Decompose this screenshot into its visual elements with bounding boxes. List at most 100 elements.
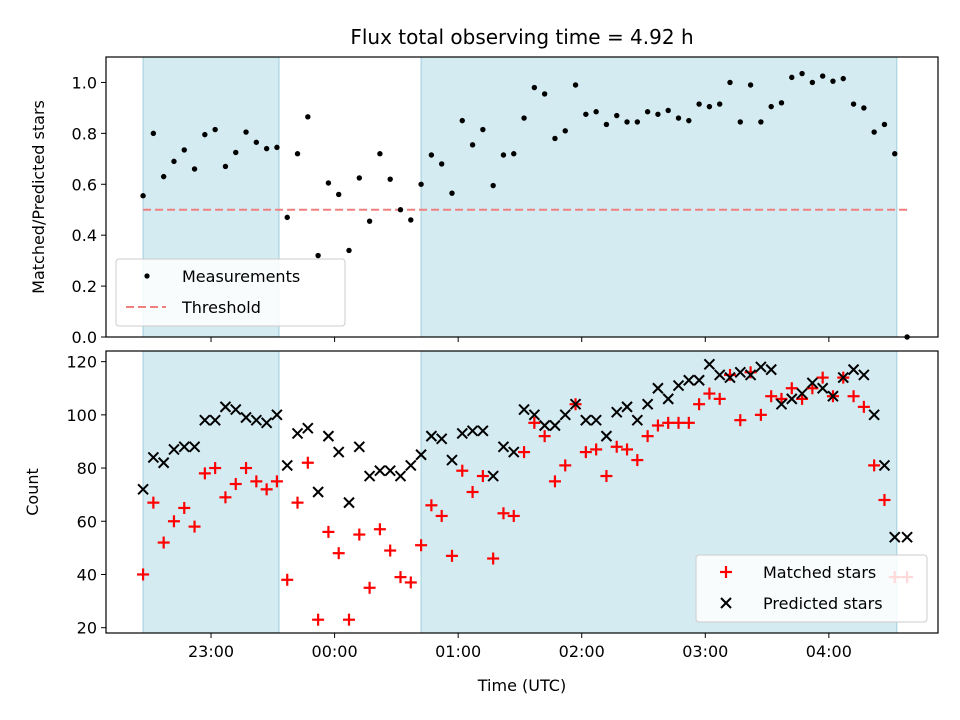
predicted-star-b — [435, 433, 448, 445]
predicted-star-b — [600, 430, 613, 442]
predicted-star-b — [901, 531, 913, 543]
bottom-legend: Matched stars Predicted stars — [695, 554, 928, 623]
predicted-star-b — [168, 443, 180, 456]
predicted-star-point — [178, 441, 190, 453]
predicted-star-b — [333, 446, 345, 458]
predicted-star-b — [394, 470, 407, 482]
predicted-star-point — [405, 459, 417, 472]
predicted-star-b — [415, 449, 427, 461]
measurement-point — [397, 207, 404, 213]
predicted-star-point — [538, 419, 551, 432]
shaded-interval — [420, 56, 898, 338]
y-tick-label: 0.0 — [72, 328, 97, 347]
predicted-star-b — [271, 409, 283, 421]
predicted-star-b — [538, 419, 551, 432]
predicted-star-b — [312, 486, 324, 498]
measurement-point — [336, 191, 342, 198]
matched-star-point — [662, 416, 675, 429]
predicted-star-point — [415, 449, 427, 461]
predicted-star-b — [353, 441, 366, 453]
measurement-point — [181, 147, 187, 153]
matched-star-point — [528, 416, 541, 429]
legend-label-predicted: Predicted stars — [763, 594, 883, 613]
y-tick-label: 0.8 — [72, 124, 97, 143]
predicted-star-point — [456, 427, 468, 440]
measurement-point — [614, 112, 620, 119]
predicted-star-b — [219, 401, 232, 413]
x-axis-label: Time (UTC) — [477, 676, 566, 695]
predicted-star-b — [374, 465, 386, 477]
measurement-point — [274, 144, 280, 151]
matched-star-point — [487, 552, 500, 565]
measurement-point — [809, 79, 816, 86]
predicted-star-b — [611, 406, 623, 418]
matched-star-point — [394, 571, 407, 584]
predicted-star-point — [847, 363, 860, 376]
measurement-point — [315, 252, 321, 259]
matched-star-point — [157, 536, 170, 549]
predicted-star-point — [157, 457, 170, 469]
measurement-point — [624, 119, 630, 125]
predicted-star-b — [889, 531, 901, 543]
matched-star-point — [785, 382, 798, 395]
predicted-star-point — [652, 382, 664, 394]
matched-star-point — [198, 467, 211, 480]
top-panel: 0.0 0.2 0.4 0.6 0.8 1.0 Matched/Predicted sta… — [29, 56, 939, 347]
measurement-point — [747, 82, 754, 88]
measurement-point — [490, 182, 496, 189]
predicted-star-point — [137, 483, 149, 496]
matched-star-point — [137, 568, 150, 581]
measurement-point — [737, 119, 743, 125]
measurement-point — [294, 151, 301, 157]
matched-star-point — [754, 408, 767, 421]
legend-marker-measurements — [144, 273, 150, 279]
predicted-star-b — [631, 414, 644, 426]
measurement-point — [377, 151, 383, 157]
shaded-interval — [142, 350, 280, 634]
measurement-point — [171, 158, 177, 165]
predicted-star-b — [446, 454, 458, 466]
predicted-star-point — [363, 470, 376, 482]
measurement-point — [789, 74, 795, 81]
predicted-star-b — [477, 425, 489, 437]
bottom-panel: 20 40 60 80 100 120 23:00 00:00 01:00 02:00 03:00… — [23, 350, 939, 695]
matched-star-point — [250, 475, 263, 488]
predicted-star-b — [878, 459, 891, 472]
predicted-star-b — [230, 403, 242, 416]
predicted-star-b — [755, 361, 767, 373]
measurement-point — [552, 135, 558, 142]
measurement-point — [840, 75, 846, 82]
predicted-star-point — [281, 459, 293, 472]
top-legend-box — [115, 258, 346, 327]
predicted-star-point — [827, 390, 839, 402]
matched-star-point — [476, 470, 489, 483]
measurement-point — [541, 91, 548, 97]
predicted-star-point — [868, 409, 880, 421]
predicted-star-point — [631, 414, 644, 426]
legend-marker-matched — [720, 566, 732, 578]
predicted-star-point — [744, 369, 757, 381]
predicted-star-b — [178, 441, 190, 453]
measurement-point — [665, 107, 671, 114]
predicted-star-point — [724, 371, 736, 384]
predicted-star-point — [240, 411, 252, 424]
predicted-star-point — [209, 414, 221, 426]
measurement-point — [263, 145, 270, 152]
measurement-point — [644, 109, 651, 115]
matched-star-point — [847, 390, 860, 403]
measurement-point — [686, 117, 692, 124]
measurement-point — [531, 84, 538, 91]
bottom-y-axis-label: Count — [23, 468, 42, 516]
matched-star-point — [765, 390, 778, 403]
matched-star-point — [590, 443, 603, 456]
matched-star-point — [518, 446, 531, 459]
predicted-star-b — [425, 430, 438, 442]
matched-star-point — [281, 573, 294, 586]
x-tick-label: 00:00 — [312, 642, 358, 661]
predicted-star-point — [786, 393, 798, 405]
predicted-star-point — [312, 486, 324, 498]
matched-star-point — [219, 491, 232, 504]
predicted-star-point — [641, 398, 654, 410]
matched-star-point — [301, 456, 314, 469]
predicted-star-b — [734, 366, 747, 378]
